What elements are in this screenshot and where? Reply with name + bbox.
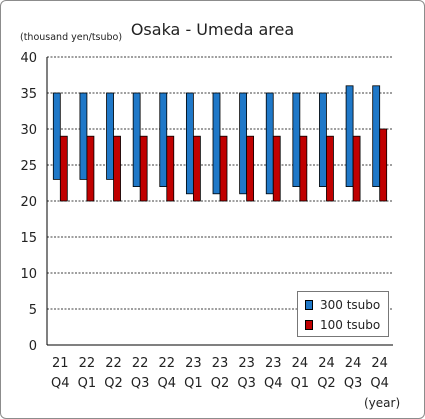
bar-300-tsubo-24-Q3 <box>345 85 354 188</box>
x-tick-year-11: 24 <box>345 356 362 371</box>
bar-300-tsubo-23-Q3 <box>239 92 248 195</box>
x-tick-year-8: 23 <box>265 356 282 371</box>
bar-100-tsubo-22-Q1 <box>86 135 95 202</box>
x-tick-quarter-2: Q2 <box>104 376 123 391</box>
bar-300-tsubo-24-Q4 <box>372 85 381 188</box>
bar-100-tsubo-23-Q4 <box>272 135 281 202</box>
bar-100-tsubo-24-Q3 <box>352 135 361 202</box>
x-tick-year-4: 22 <box>158 356 175 371</box>
y-tick-label-25: 25 <box>20 159 37 174</box>
bar-100-tsubo-24-Q2 <box>326 135 334 202</box>
x-tick-quarter-12: Q4 <box>370 376 389 391</box>
x-tick-quarter-9: Q1 <box>291 376 310 391</box>
x-tick-year-7: 23 <box>238 356 255 371</box>
y-tick-label-35: 35 <box>20 87 37 102</box>
bar-100-tsubo-22-Q3 <box>139 135 148 202</box>
x-tick-quarter-6: Q2 <box>211 376 230 391</box>
legend-swatch-300-tsubo <box>305 300 313 310</box>
bar-100-tsubo-23-Q2 <box>219 135 228 202</box>
x-tick-quarter-1: Q1 <box>78 376 97 391</box>
x-tick-quarter-5: Q1 <box>184 376 203 391</box>
x-axis-label: (year) <box>364 396 401 410</box>
bar-100-tsubo-23-Q3 <box>246 135 255 202</box>
y-tick-label-40: 40 <box>20 51 37 66</box>
legend-swatch-100-tsubo <box>305 320 313 330</box>
legend-label-300-tsubo: 300 tsubo <box>320 298 381 312</box>
y-tick-label-5: 5 <box>29 303 37 318</box>
y-axis-unit-label: (thousand yen/tsubo) <box>20 32 123 43</box>
x-tick-year-2: 22 <box>105 356 122 371</box>
bar-100-tsubo-23-Q1 <box>192 135 201 202</box>
legend-label-100-tsubo: 100 tsubo <box>320 318 381 332</box>
bar-100-tsubo-22-Q2 <box>113 135 121 202</box>
x-tick-quarter-8: Q4 <box>264 376 283 391</box>
bar-300-tsubo-22-Q1 <box>79 92 88 180</box>
x-tick-year-12: 24 <box>371 356 388 371</box>
x-tick-year-6: 23 <box>212 356 229 371</box>
x-tick-year-9: 24 <box>292 356 309 371</box>
y-tick-label-0: 0 <box>29 339 37 354</box>
bar-300-tsubo-21-Q4 <box>52 92 61 180</box>
x-tick-year-0: 21 <box>52 356 69 371</box>
bar-100-tsubo-21-Q4 <box>59 135 68 202</box>
legend: 300 tsubo 100 tsubo <box>297 291 389 337</box>
x-tick-quarter-0: Q4 <box>51 376 70 391</box>
legend-item-100-tsubo: 100 tsubo <box>305 317 380 333</box>
bar-100-tsubo-22-Q4 <box>166 135 175 202</box>
bar-300-tsubo-23-Q4 <box>265 92 274 195</box>
x-tick-quarter-7: Q3 <box>237 376 256 391</box>
x-tick-year-10: 24 <box>318 356 335 371</box>
bar-300-tsubo-24-Q1 <box>292 92 301 187</box>
chart-title: Osaka - Umeda area <box>130 20 295 39</box>
bar-300-tsubo-22-Q2 <box>106 92 114 180</box>
legend-item-300-tsubo: 300 tsubo <box>305 297 380 313</box>
bar-300-tsubo-22-Q4 <box>159 92 168 187</box>
x-tick-quarter-11: Q3 <box>344 376 363 391</box>
bar-300-tsubo-23-Q2 <box>212 92 221 195</box>
x-tick-year-5: 23 <box>185 356 202 371</box>
y-tick-label-10: 10 <box>20 267 37 282</box>
x-tick-year-3: 22 <box>132 356 149 371</box>
x-tick-quarter-10: Q2 <box>317 376 336 391</box>
bar-100-tsubo-24-Q4 <box>379 128 388 202</box>
bar-100-tsubo-24-Q1 <box>299 135 308 202</box>
x-tick-quarter-4: Q4 <box>158 376 177 391</box>
y-tick-label-20: 20 <box>20 195 37 210</box>
x-tick-quarter-3: Q3 <box>131 376 150 391</box>
bar-300-tsubo-22-Q3 <box>132 92 141 187</box>
x-tick-year-1: 22 <box>79 356 96 371</box>
y-tick-label-30: 30 <box>20 123 37 138</box>
y-tick-label-15: 15 <box>20 231 37 246</box>
bar-300-tsubo-23-Q1 <box>185 92 194 195</box>
bar-300-tsubo-24-Q2 <box>319 92 327 187</box>
